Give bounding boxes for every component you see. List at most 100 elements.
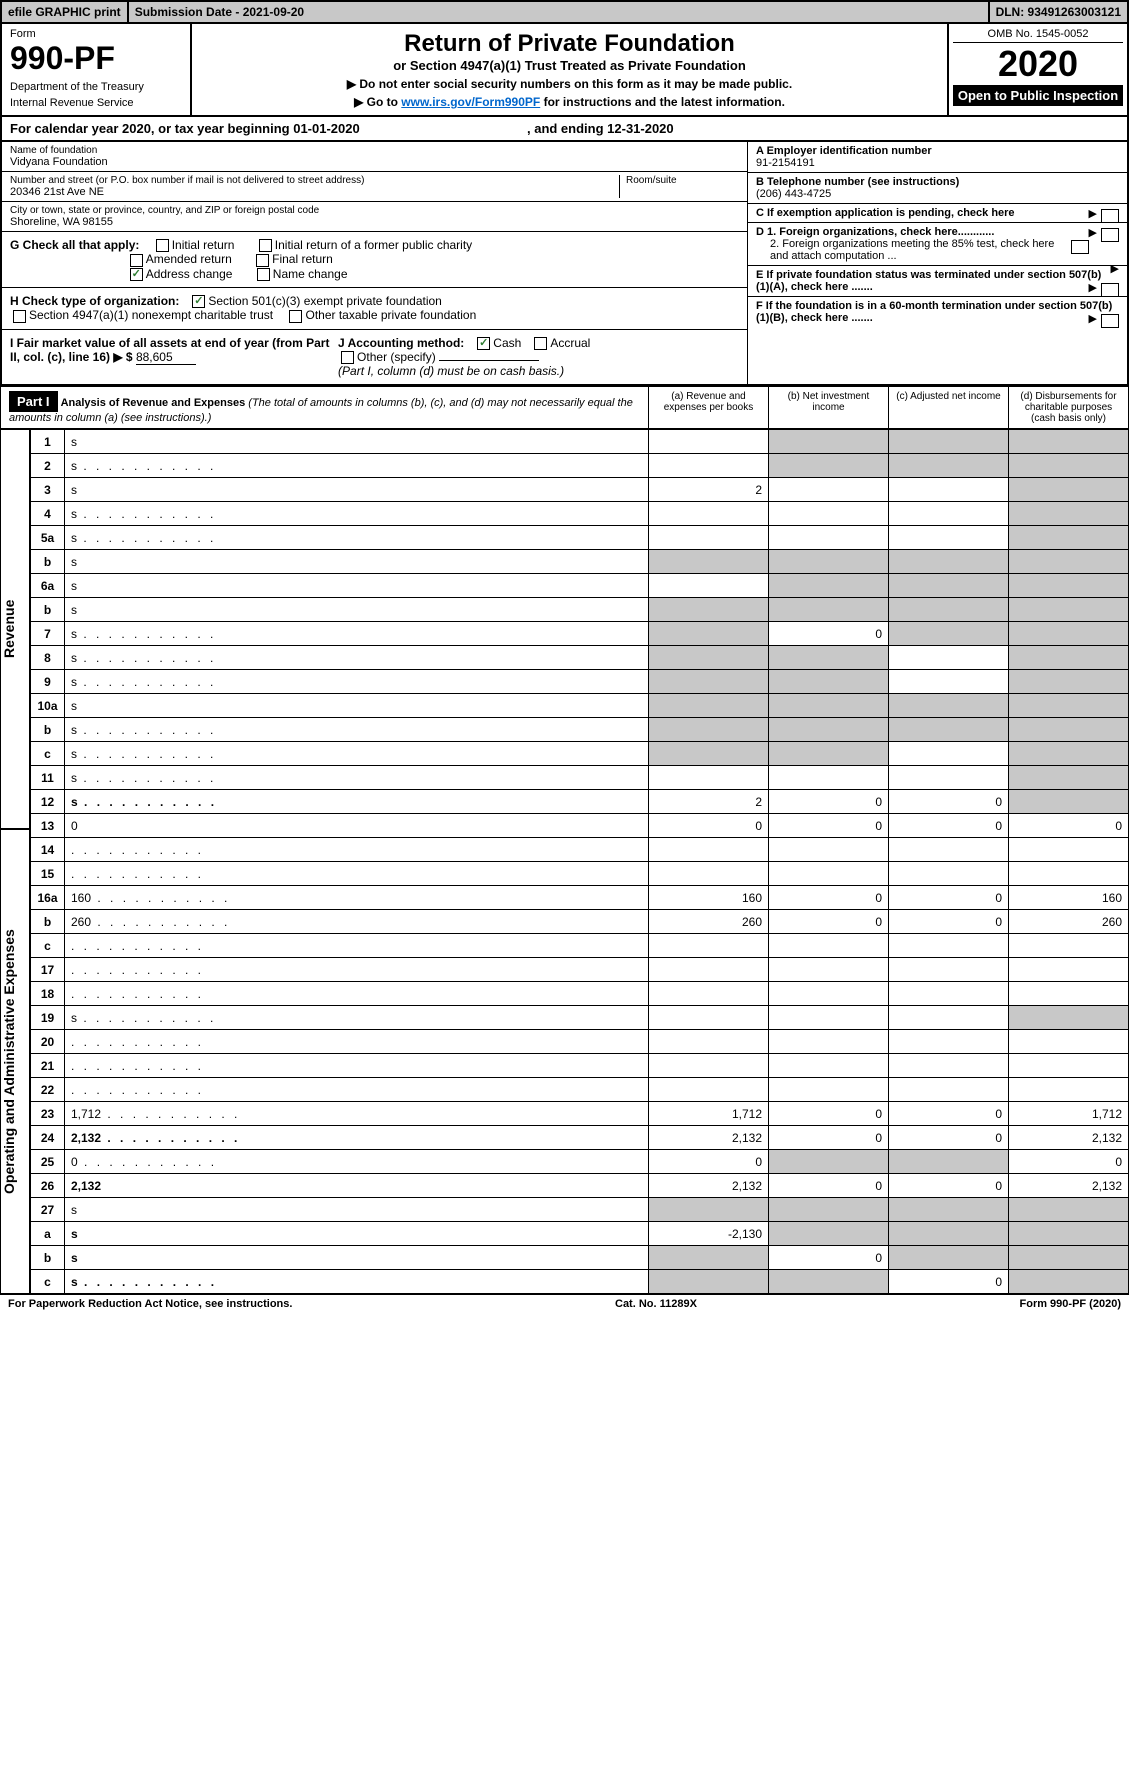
chk-initial[interactable]	[156, 239, 169, 252]
line-desc	[65, 982, 649, 1006]
opt-name-change: Name change	[273, 267, 348, 281]
cell-c	[889, 430, 1009, 454]
table-row: 7s0	[31, 622, 1129, 646]
cell-a	[649, 1270, 769, 1294]
table-row: 10as	[31, 694, 1129, 718]
line-num: 18	[31, 982, 65, 1006]
line-num: b	[31, 550, 65, 574]
cell-c	[889, 1054, 1009, 1078]
g-label: G Check all that apply:	[10, 238, 139, 252]
dept-treasury: Department of the Treasury	[10, 81, 182, 93]
table-row: 12s200	[31, 790, 1129, 814]
chk-amended[interactable]	[256, 254, 269, 267]
instructions-link[interactable]: www.irs.gov/Form990PF	[401, 95, 540, 109]
table-row: 8s	[31, 646, 1129, 670]
chk-4947[interactable]	[13, 310, 26, 323]
cell-a	[649, 838, 769, 862]
cell-b	[769, 718, 889, 742]
cell-a	[649, 1078, 769, 1102]
cell-d	[1009, 1006, 1129, 1030]
chk-cash[interactable]	[477, 337, 490, 350]
footer-right: Form 990-PF (2020)	[1020, 1298, 1121, 1310]
line-desc: s	[65, 742, 649, 766]
cell-b: 0	[769, 1126, 889, 1150]
table-row: 1300000	[31, 814, 1129, 838]
cell-a	[649, 1030, 769, 1054]
cell-d	[1009, 1270, 1129, 1294]
line-desc: s	[65, 550, 649, 574]
chk-other-taxable[interactable]	[289, 310, 302, 323]
cell-b	[769, 1030, 889, 1054]
line-desc: s	[65, 502, 649, 526]
cell-c	[889, 1006, 1009, 1030]
chk-501c3[interactable]	[192, 295, 205, 308]
line-desc: s	[65, 790, 649, 814]
cell-b	[769, 574, 889, 598]
line-num: 9	[31, 670, 65, 694]
note2-pre: ▶ Go to	[354, 95, 401, 109]
chk-c[interactable]	[1101, 209, 1119, 223]
cell-d	[1009, 838, 1129, 862]
public-inspection: Open to Public Inspection	[953, 85, 1123, 106]
cell-c: 0	[889, 910, 1009, 934]
cell-b	[769, 1150, 889, 1174]
line-desc: s	[65, 454, 649, 478]
cell-d	[1009, 670, 1129, 694]
cell-c	[889, 550, 1009, 574]
table-row: c	[31, 934, 1129, 958]
cell-d	[1009, 1198, 1129, 1222]
chk-e[interactable]	[1101, 283, 1119, 297]
line-num: 10a	[31, 694, 65, 718]
chk-other-method[interactable]	[341, 351, 354, 364]
chk-address-change[interactable]	[130, 268, 143, 281]
opt-initial: Initial return	[172, 238, 235, 252]
line-num: b	[31, 910, 65, 934]
chk-final[interactable]	[130, 254, 143, 267]
table-row: as-2,130	[31, 1222, 1129, 1246]
cell-a: 1,712	[649, 1102, 769, 1126]
cell-b	[769, 838, 889, 862]
section-g: G Check all that apply: Initial return I…	[2, 232, 747, 288]
cell-b	[769, 550, 889, 574]
cell-b	[769, 1270, 889, 1294]
submission-date: Submission Date - 2021-09-20	[129, 2, 990, 22]
chk-d1[interactable]	[1101, 228, 1119, 242]
col-c-head: (c) Adjusted net income	[888, 387, 1008, 428]
chk-accrual[interactable]	[534, 337, 547, 350]
cell-d	[1009, 718, 1129, 742]
cell-a	[649, 670, 769, 694]
chk-d2[interactable]	[1071, 240, 1089, 254]
cell-b: 0	[769, 1174, 889, 1198]
chk-f[interactable]	[1101, 314, 1119, 328]
cell-c: 0	[889, 814, 1009, 838]
cell-c	[889, 766, 1009, 790]
cell-b	[769, 502, 889, 526]
cell-d	[1009, 526, 1129, 550]
cell-d: 260	[1009, 910, 1129, 934]
chk-name-change[interactable]	[257, 268, 270, 281]
chk-initial-former[interactable]	[259, 239, 272, 252]
table-row: 4s	[31, 502, 1129, 526]
cell-d: 2,132	[1009, 1174, 1129, 1198]
cell-a	[649, 430, 769, 454]
table-row: 231,7121,712001,712	[31, 1102, 1129, 1126]
cell-c	[889, 526, 1009, 550]
cell-a	[649, 742, 769, 766]
opt-4947: Section 4947(a)(1) nonexempt charitable …	[29, 308, 273, 322]
cell-d	[1009, 790, 1129, 814]
cell-b	[769, 958, 889, 982]
cell-c	[889, 1030, 1009, 1054]
col-b-head: (b) Net investment income	[768, 387, 888, 428]
cell-a: 2,132	[649, 1126, 769, 1150]
cell-c: 0	[889, 1174, 1009, 1198]
cell-c	[889, 934, 1009, 958]
cell-d	[1009, 502, 1129, 526]
line-desc	[65, 1054, 649, 1078]
cell-d	[1009, 574, 1129, 598]
line-num: 27	[31, 1198, 65, 1222]
cell-d	[1009, 1246, 1129, 1270]
table-row: 15	[31, 862, 1129, 886]
part1-label: Part I	[9, 391, 58, 412]
line-desc: s	[65, 1270, 649, 1294]
cell-c: 0	[889, 886, 1009, 910]
